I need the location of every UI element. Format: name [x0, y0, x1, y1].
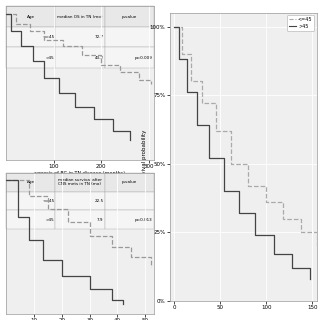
X-axis label: agnosis of BC in TN disease (months): agnosis of BC in TN disease (months): [35, 171, 125, 176]
Y-axis label: Survival probability: Survival probability: [142, 130, 147, 183]
Legend: <=45, >45: <=45, >45: [287, 15, 314, 31]
